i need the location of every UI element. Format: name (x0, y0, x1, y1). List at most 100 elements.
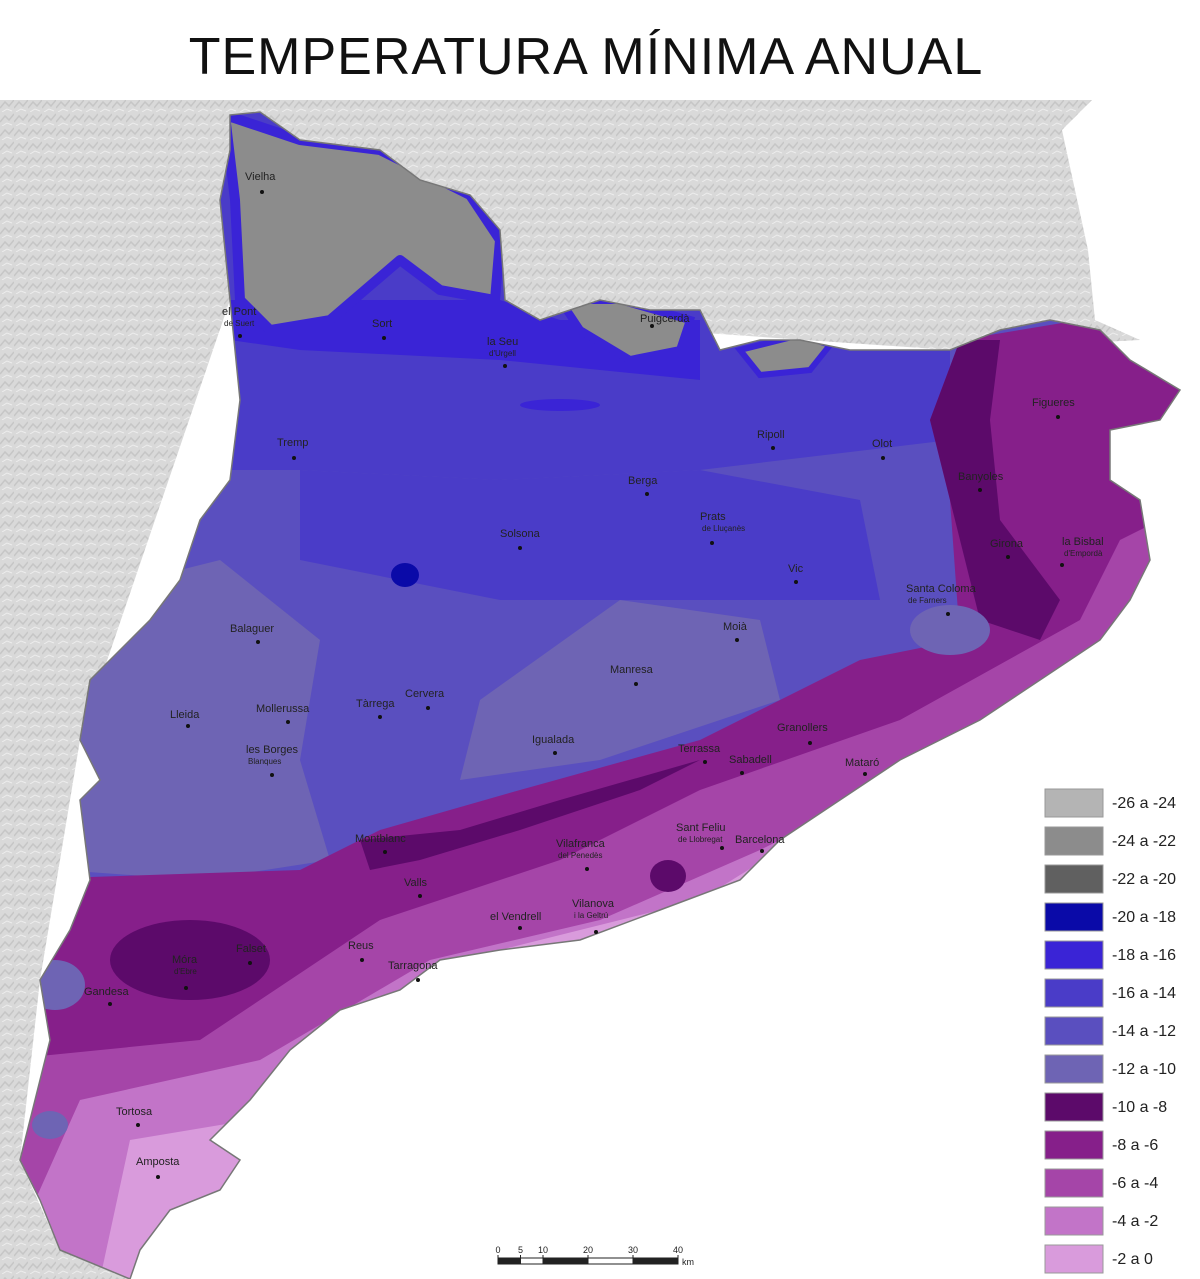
place-dot (650, 324, 654, 328)
legend-swatch (1044, 864, 1104, 894)
place-dot (382, 336, 386, 340)
place-dot (740, 771, 744, 775)
zone (930, 340, 1060, 640)
place-dot (808, 741, 812, 745)
place-label: Solsona (500, 528, 541, 540)
place-label: Vilanova (572, 898, 615, 910)
legend-swatch (1044, 826, 1104, 856)
place-label: Cervera (405, 688, 445, 700)
place-dot (703, 760, 707, 764)
place-label: Granollers (777, 722, 828, 734)
place-label: Igualada (532, 734, 575, 746)
place-dot (1006, 555, 1010, 559)
zone (520, 399, 600, 411)
legend-swatch (1044, 788, 1104, 818)
place-label: Mataró (845, 757, 879, 769)
place-dot (634, 682, 638, 686)
place-dot (426, 706, 430, 710)
legend-label: -10 a -8 (1112, 1099, 1167, 1116)
place-dot (594, 930, 598, 934)
place-dot (378, 715, 382, 719)
scale-tick-label: 20 (583, 1245, 593, 1255)
place-dot (286, 720, 290, 724)
place-dot (270, 773, 274, 777)
place-label: Valls (404, 877, 428, 889)
legend-label: -2 a 0 (1112, 1251, 1153, 1268)
place-dot (292, 456, 296, 460)
place-label: Tàrrega (356, 698, 395, 710)
legend-swatch (1044, 1206, 1104, 1236)
place-dot (416, 978, 420, 982)
legend-swatch (1044, 902, 1104, 932)
legend-label: -24 a -22 (1112, 833, 1176, 850)
zone (391, 563, 419, 587)
place-dot (771, 446, 775, 450)
legend-swatch (1044, 1168, 1104, 1198)
place-dot (108, 1002, 112, 1006)
place-label: Puigcerdà (640, 313, 690, 325)
place-label: Gandesa (84, 986, 130, 998)
place-dot (136, 1123, 140, 1127)
place-dot (518, 926, 522, 930)
zone (32, 1111, 68, 1139)
scale-tick-label: 10 (538, 1245, 548, 1255)
place-label: Falset (236, 943, 266, 955)
scale-unit: km (682, 1257, 694, 1267)
place-dot (1056, 415, 1060, 419)
scale-tick-label: 30 (628, 1245, 638, 1255)
legend-swatch (1044, 1092, 1104, 1122)
place-label: Amposta (136, 1156, 180, 1168)
place-sublabel: d'Urgell (489, 349, 516, 358)
place-label: Lleida (170, 709, 200, 721)
zone (650, 860, 686, 892)
place-label: el Pont (222, 306, 256, 318)
place-label: Reus (348, 940, 374, 952)
place-label: Figueres (1032, 397, 1075, 409)
place-dot (553, 751, 557, 755)
place-label: Barcelona (735, 834, 785, 846)
place-dot (184, 986, 188, 990)
legend-label: -26 a -24 (1112, 795, 1176, 812)
place-label: Banyoles (958, 471, 1004, 483)
place-label: Mollerussa (256, 703, 310, 715)
legend: -26 a -24 -24 a -22 -22 a -20 -20 a -18 -18 … (1044, 788, 1176, 1274)
legend-label: -14 a -12 (1112, 1023, 1176, 1040)
place-dot (518, 546, 522, 550)
legend-label: -12 a -10 (1112, 1061, 1176, 1078)
place-sublabel: de Suert (224, 319, 255, 328)
legend-label: -6 a -4 (1112, 1175, 1158, 1192)
zone (300, 470, 880, 600)
legend-swatch (1044, 1016, 1104, 1046)
place-sublabel: de Lluçanès (702, 524, 745, 533)
place-dot (248, 961, 252, 965)
place-label: Vilafranca (556, 838, 606, 850)
place-label: Balaguer (230, 623, 274, 635)
place-dot (645, 492, 649, 496)
place-dot (794, 580, 798, 584)
place-sublabel: del Penedès (558, 851, 602, 860)
place-label: Ripoll (757, 429, 785, 441)
place-label: Olot (872, 438, 892, 450)
place-label: Moià (723, 621, 748, 633)
legend-label: -22 a -20 (1112, 871, 1176, 888)
zone (460, 600, 780, 780)
scale-tick-label: 0 (495, 1245, 500, 1255)
place-sublabel: Blanques (248, 757, 281, 766)
scale-tick-label: 40 (673, 1245, 683, 1255)
zone (910, 605, 990, 655)
place-sublabel: i la Geltrú (574, 911, 608, 920)
place-dot (760, 849, 764, 853)
legend-swatch (1044, 978, 1104, 1008)
scale-bar: 0 5 10 20 30 40 km (495, 1245, 694, 1267)
place-label: la Bisbal (1062, 536, 1104, 548)
legend-swatch (1044, 1130, 1104, 1160)
place-label: Tarragona (388, 960, 438, 972)
place-label: Móra (172, 954, 198, 966)
place-label: Tortosa (116, 1106, 153, 1118)
place-label: Sabadell (729, 754, 772, 766)
scale-bar-segment (543, 1258, 588, 1264)
place-label: Sort (372, 318, 392, 330)
zone (110, 920, 270, 1000)
place-label: Sant Feliu (676, 822, 726, 834)
